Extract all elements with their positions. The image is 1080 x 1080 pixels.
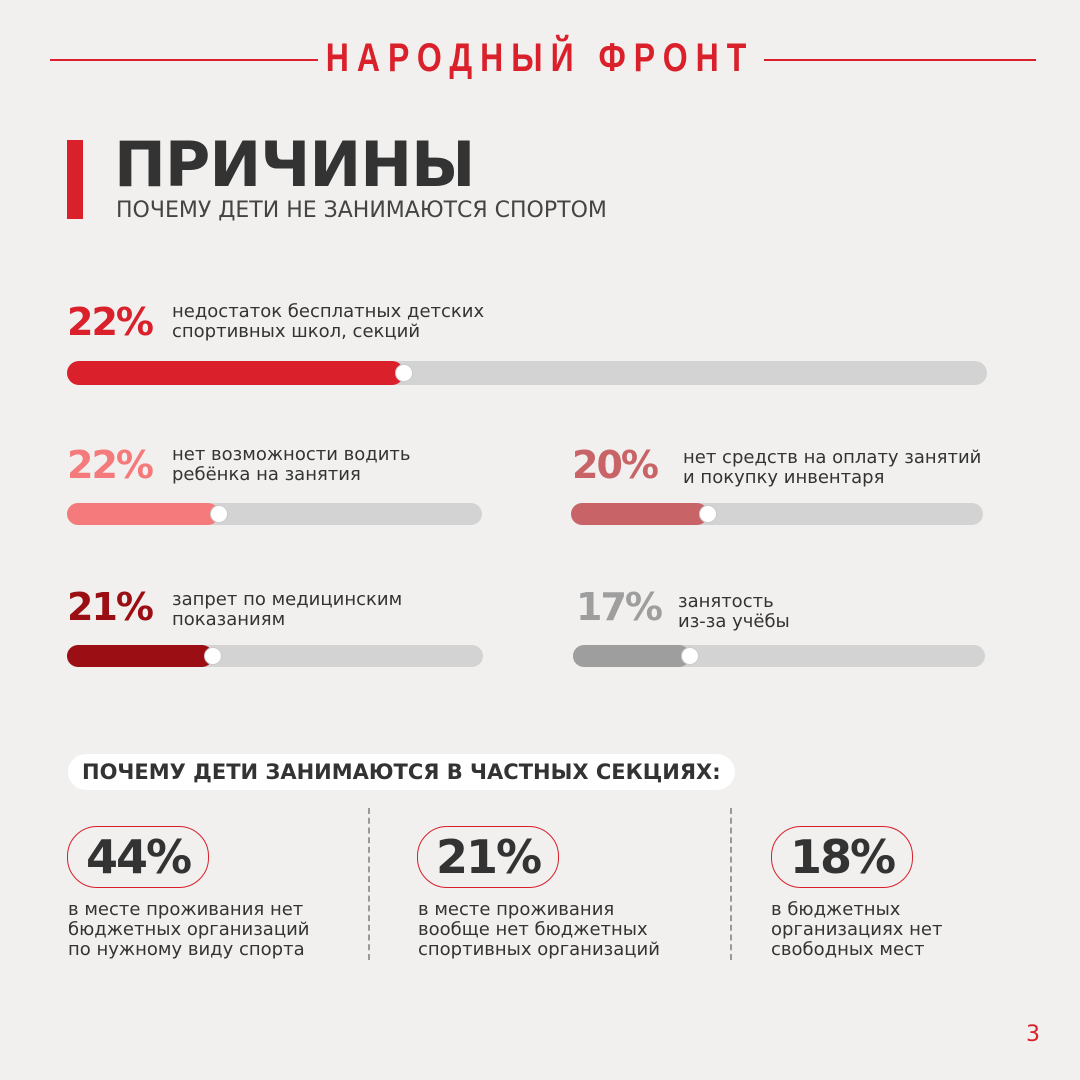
text-line: нет возможности водить xyxy=(172,444,411,465)
reason-text: занятость из-за учёбы xyxy=(678,592,790,632)
percent-label: 20% xyxy=(572,443,659,487)
bar-track xyxy=(67,361,987,385)
bar-track xyxy=(571,503,983,525)
percent-label: 22% xyxy=(67,443,154,487)
brand: НАРОДНЫЙ ФРОНТ xyxy=(325,36,755,80)
reason-text: запрет по медицинским показаниям xyxy=(172,590,402,630)
text-line: в месте проживания нет xyxy=(68,899,304,920)
percent-label: 22% xyxy=(67,300,154,344)
text-line: занятость xyxy=(678,591,774,612)
reason-text: нет возможности водить ребёнка на занятия xyxy=(172,445,411,485)
percent-pill: 18% xyxy=(771,826,914,888)
text-line: по нужному виду спорта xyxy=(68,939,305,960)
bar-track xyxy=(67,503,482,525)
reason-text: нет средств на оплату занятий и покупку и… xyxy=(683,448,981,488)
bar-fill xyxy=(571,503,709,525)
text-line: и покупку инвентаря xyxy=(683,467,885,488)
rule xyxy=(764,59,1036,61)
section-heading: ПОЧЕМУ ДЕТИ ЗАНИМАЮТСЯ В ЧАСТНЫХ СЕКЦИЯХ… xyxy=(68,754,735,790)
text-line: организациях нет xyxy=(771,919,943,940)
text-line: показаниям xyxy=(172,609,286,630)
bar-knob xyxy=(210,505,229,523)
bar-knob xyxy=(680,647,699,665)
text-line: свободных мест xyxy=(771,939,925,960)
bar-fill xyxy=(67,503,220,525)
title: ПРИЧИНЫ xyxy=(114,128,475,201)
divider xyxy=(730,808,732,960)
page-number: 3 xyxy=(1026,1022,1040,1047)
bar-fill xyxy=(573,645,690,667)
text-line: запрет по медицинским xyxy=(172,589,403,610)
percent-pill: 44% xyxy=(67,826,210,888)
text-line: в бюджетных xyxy=(771,899,901,920)
item-text: в бюджетных организациях нет свободных мес… xyxy=(771,900,942,960)
percent-label: 17% xyxy=(576,585,663,629)
bar-fill xyxy=(67,361,405,385)
bar-track xyxy=(67,645,483,667)
subtitle: ПОЧЕМУ ДЕТИ НЕ ЗАНИМАЮТСЯ СПОРТОМ xyxy=(116,198,607,223)
percent-label: 21% xyxy=(67,585,154,629)
text-line: вообще нет бюджетных xyxy=(418,919,648,940)
text-line: спортивных организаций xyxy=(418,939,660,960)
text-line: нет средств на оплату занятий xyxy=(683,447,982,468)
accent-bar xyxy=(67,140,83,219)
text-line: недостаток бесплатных детских xyxy=(172,301,485,322)
text-line: ребёнка на занятия xyxy=(172,464,361,485)
divider xyxy=(368,808,370,960)
text-line: из-за учёбы xyxy=(678,611,790,632)
text-line: спортивных школ, секций xyxy=(172,321,421,342)
text-line: в месте проживания xyxy=(418,899,615,920)
bar-knob xyxy=(203,647,222,665)
bar-knob xyxy=(699,505,718,523)
bar-fill xyxy=(67,645,213,667)
text-line: бюджетных организаций xyxy=(68,919,310,940)
reason-text: недостаток бесплатных детских спортивных … xyxy=(172,302,484,342)
bar-track xyxy=(573,645,985,667)
percent-pill: 21% xyxy=(417,826,560,888)
bar-knob xyxy=(395,364,414,382)
item-text: в месте проживания вообще нет бюджетных сп… xyxy=(418,900,660,960)
item-text: в месте проживания нет бюджетных организа… xyxy=(68,900,309,960)
rule xyxy=(50,59,318,61)
